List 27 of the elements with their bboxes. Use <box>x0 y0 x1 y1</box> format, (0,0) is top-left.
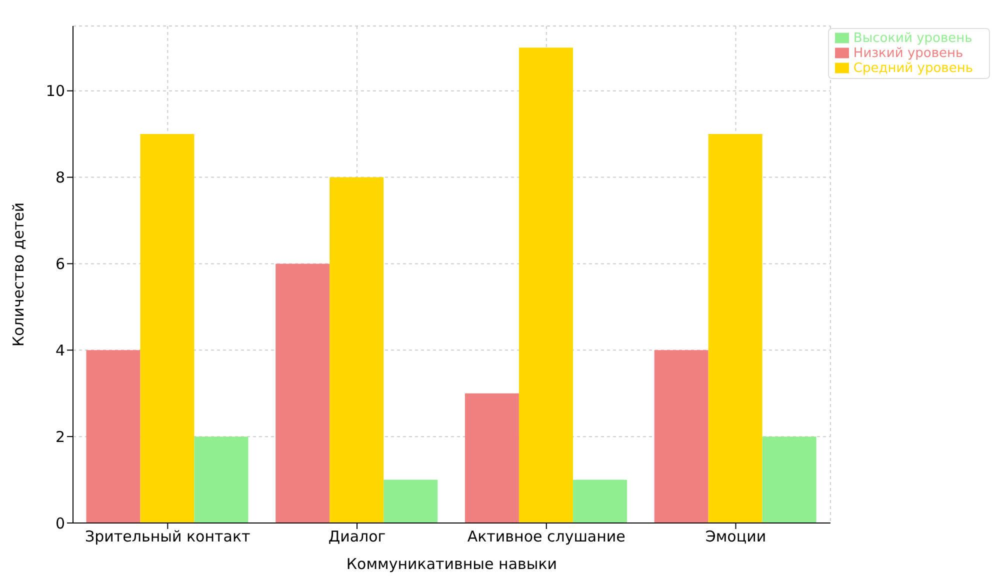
bar <box>464 393 519 523</box>
y-axis-title: Количество детей <box>9 202 28 347</box>
y-tick-label: 4 <box>55 341 65 360</box>
bar <box>518 48 573 523</box>
bar <box>384 480 438 523</box>
bar <box>654 350 708 523</box>
legend-label: Низкий уровень <box>853 46 964 61</box>
x-tick-label: Зрительный контакт <box>85 528 251 546</box>
bar <box>276 264 330 523</box>
bar <box>330 177 384 523</box>
x-tick-label: Эмоции <box>705 528 766 546</box>
y-tick-label: 8 <box>55 168 65 187</box>
x-axis-title: Коммуникативные навыки <box>346 555 558 573</box>
legend-label: Высокий уровень <box>853 31 972 46</box>
bar <box>572 480 627 523</box>
bar <box>194 436 248 523</box>
x-tick-label: Диалог <box>328 528 386 546</box>
bar <box>86 350 140 523</box>
y-tick-label: 6 <box>55 255 65 274</box>
bar <box>708 134 762 523</box>
bar <box>140 134 194 523</box>
bar <box>762 436 816 523</box>
y-tick-label: 2 <box>55 428 65 446</box>
legend-label: Средний уровень <box>853 61 973 76</box>
y-tick-label: 0 <box>55 514 65 532</box>
y-tick-label: 10 <box>46 82 65 100</box>
x-tick-label: Активное слушание <box>467 528 626 546</box>
